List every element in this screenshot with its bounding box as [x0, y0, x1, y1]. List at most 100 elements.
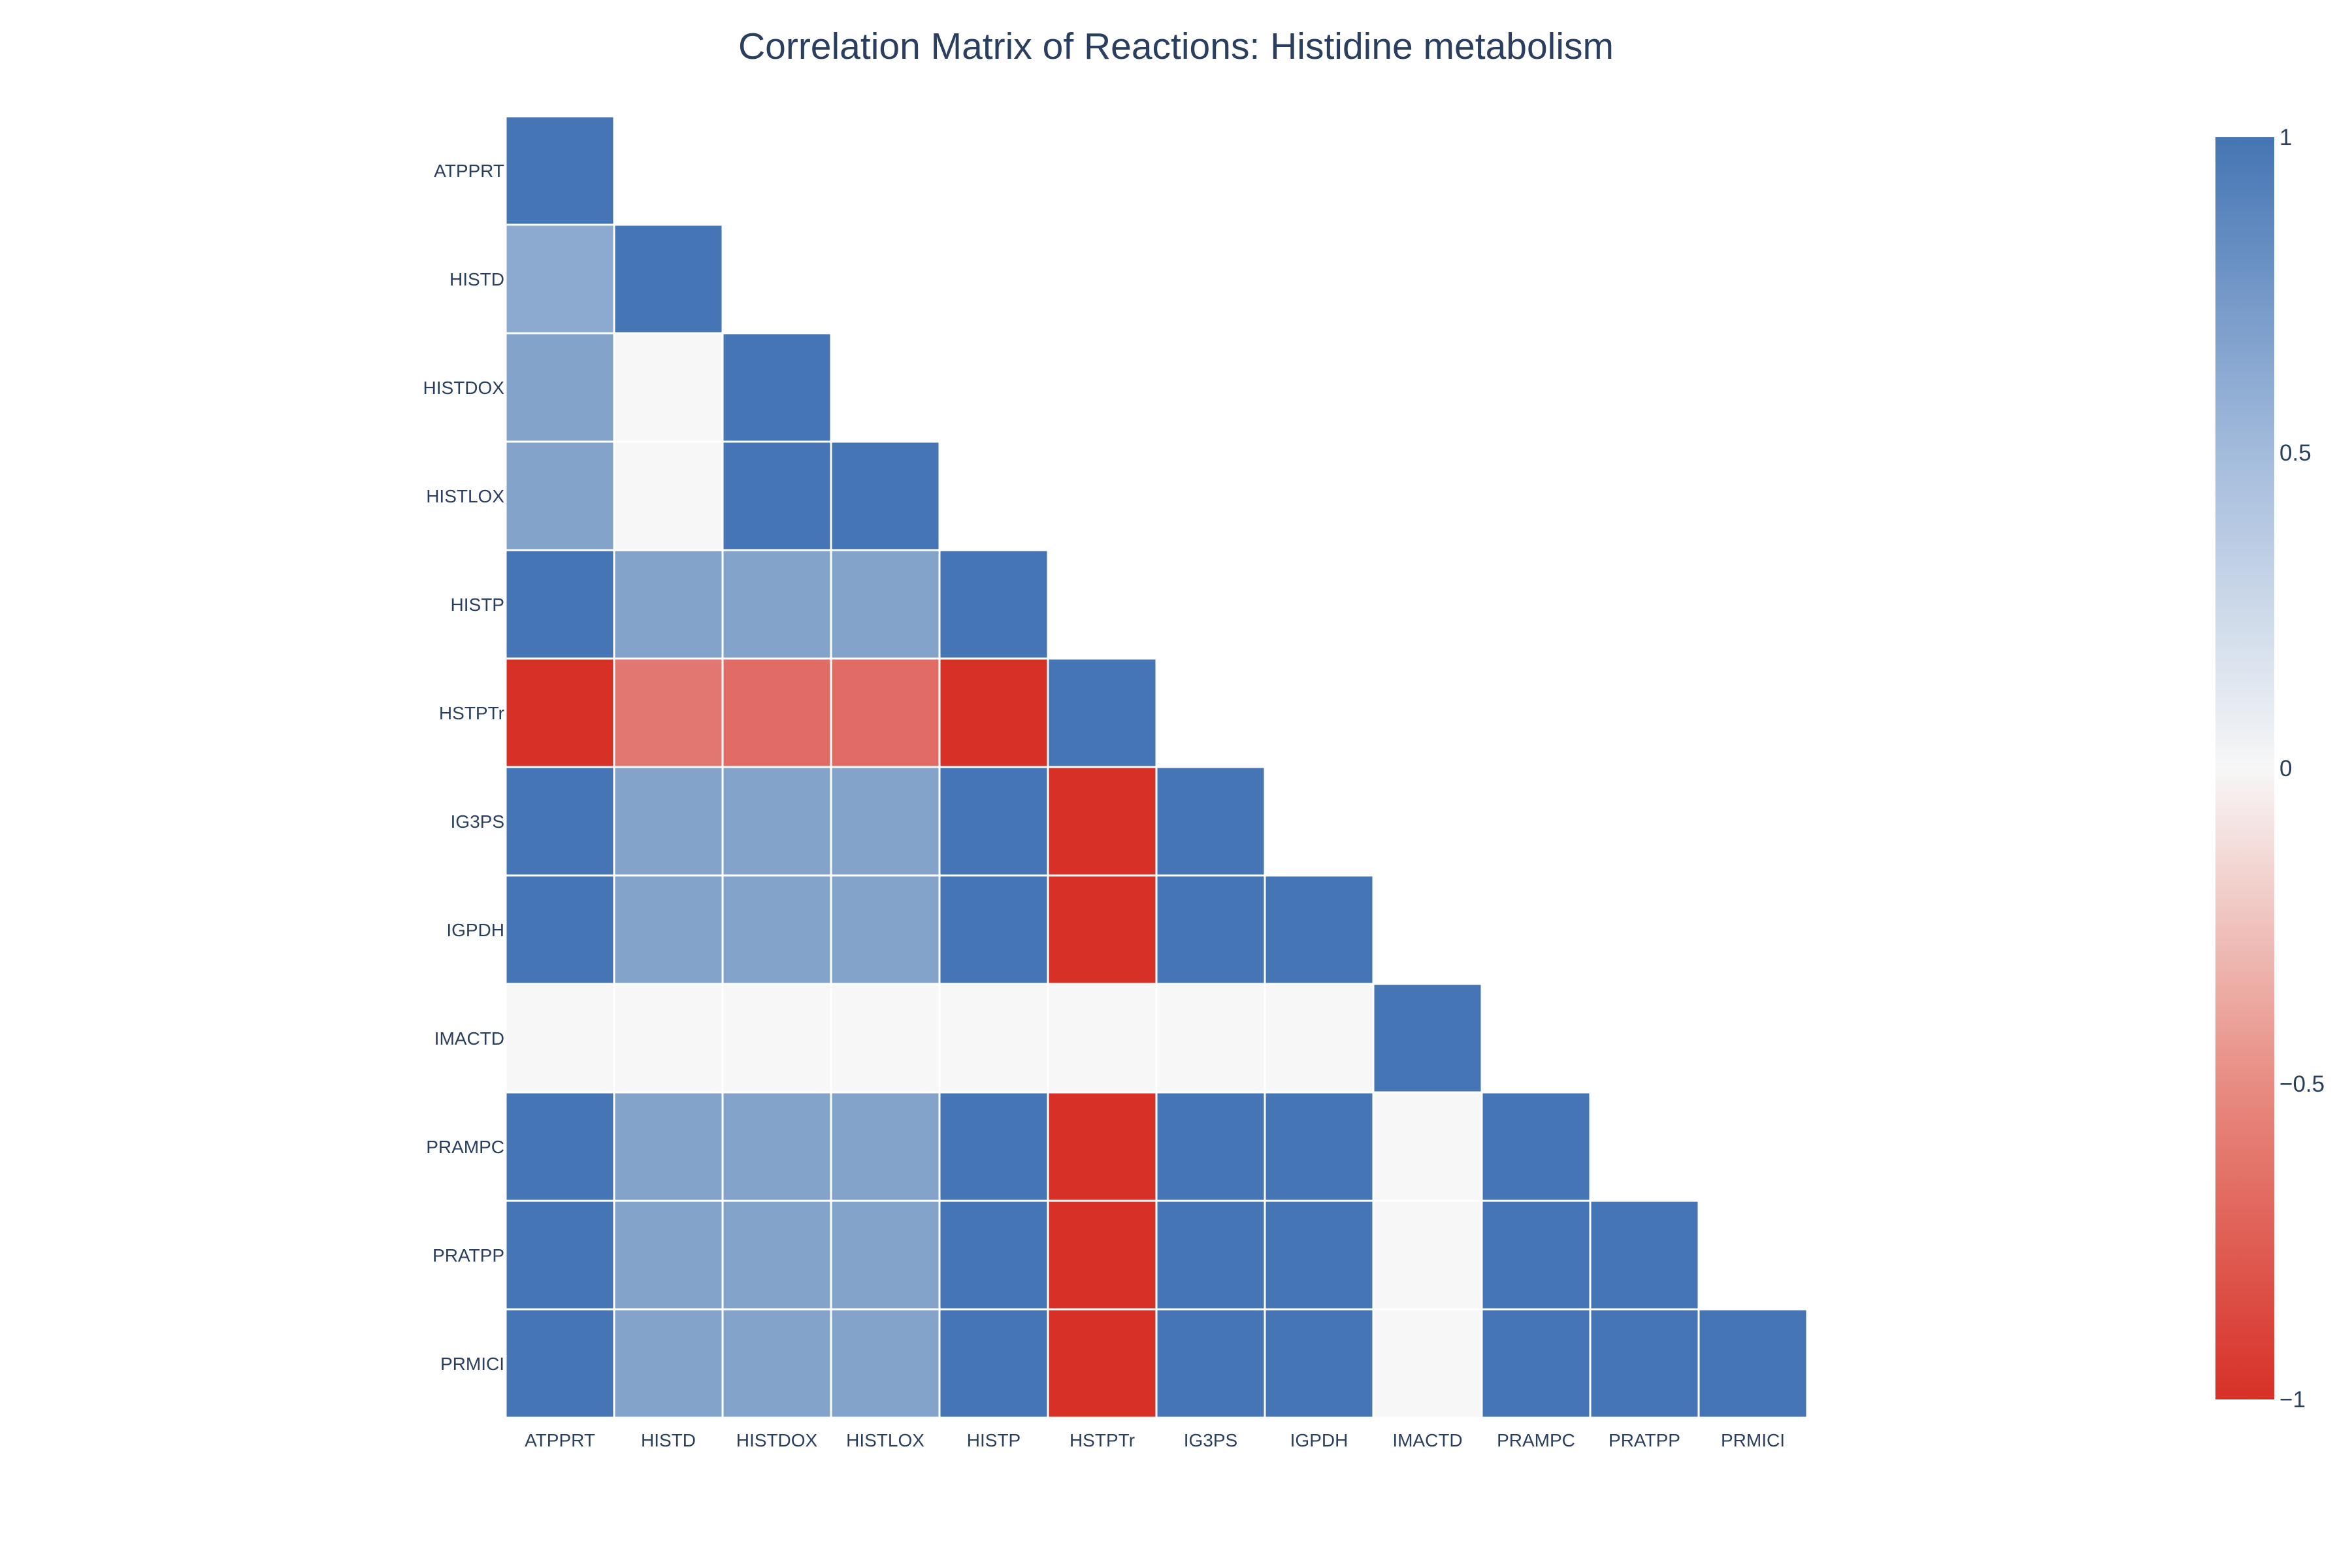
heatmap-cell-HISTP-ATPPRT: [504, 549, 615, 660]
colorbar-tick-label: −0.5: [2279, 1071, 2325, 1097]
heatmap-cell-HISTP-HISTD: [613, 549, 724, 660]
heatmap-cell-IGPDH-HISTDOX: [721, 874, 832, 985]
heatmap-cell-HISTD-ATPPRT: [504, 223, 615, 335]
heatmap-cell-PRAMPC-IGPDH: [1264, 1091, 1375, 1202]
y-tick-label: HISTDOX: [423, 378, 505, 398]
heatmap-cell-PRAMPC-IG3PS: [1155, 1091, 1266, 1202]
y-tick-label: PRAMPC: [426, 1137, 504, 1157]
y-tick-label: PRMICI: [440, 1354, 504, 1374]
x-tick-label: PRAMPC: [1497, 1430, 1575, 1450]
y-tick-label: HSTPTr: [439, 703, 504, 723]
y-tick-label: IGPDH: [446, 920, 504, 940]
heatmap-cell-PRAMPC-HISTDOX: [721, 1091, 832, 1202]
x-tick-label: PRATPP: [1609, 1430, 1680, 1450]
heatmap-cell-IMACTD-HISTDOX: [721, 983, 832, 1094]
y-tick-label: IG3PS: [451, 811, 504, 832]
x-tick-label: HISTLOX: [846, 1430, 924, 1450]
heatmap-cell-PRATPP-IMACTD: [1372, 1200, 1483, 1311]
y-tick-label: PRATPP: [433, 1245, 504, 1266]
y-tick-label: ATPPRT: [434, 161, 504, 181]
heatmap-cell-HSTPTr-HISTDOX: [721, 657, 832, 768]
heatmap-cell-IG3PS-HISTD: [613, 766, 724, 877]
heatmap-cell-PRMICI-HSTPTr: [1047, 1308, 1158, 1419]
heatmap-cell-IGPDH-HISTD: [613, 874, 724, 985]
heatmap-cell-HISTLOX-HISTLOX: [830, 440, 941, 551]
heatmap-cell-IMACTD-IMACTD: [1372, 983, 1483, 1094]
heatmap-cell-IGPDH-HSTPTr: [1047, 874, 1158, 985]
colorbar-tick-label: 0.5: [2279, 440, 2311, 466]
colorbar-tick-label: −1: [2279, 1387, 2306, 1413]
heatmap-cell-IMACTD-HSTPTr: [1047, 983, 1158, 1094]
heatmap-cell-PRMICI-HISTLOX: [830, 1308, 941, 1419]
heatmap-cell-HISTD-HISTD: [613, 223, 724, 335]
y-tick-label: HISTD: [449, 269, 504, 289]
heatmap-cell-PRATPP-ATPPRT: [504, 1200, 615, 1311]
heatmap-cell-IG3PS-HISTP: [938, 766, 1049, 877]
y-axis-ticks: ATPPRT HISTD HISTDOX HISTLOX HISTP HSTPTr IG3P…: [423, 161, 505, 1374]
heatmap-cell-PRMICI-ATPPRT: [504, 1308, 615, 1419]
heatmap-cell-PRATPP-HISTDOX: [721, 1200, 832, 1311]
heatmap-cell-IGPDH-HISTLOX: [830, 874, 941, 985]
heatmap-cell-PRATPP-HISTP: [938, 1200, 1049, 1311]
heatmap-cell-PRMICI-IMACTD: [1372, 1308, 1483, 1419]
heatmap-cell-IMACTD-IGPDH: [1264, 983, 1375, 1094]
heatmap-cell-HISTP-HISTP: [938, 549, 1049, 660]
colorbar: 1 0.5 0 −0.5 −1: [2215, 125, 2325, 1413]
heatmap-cell-IMACTD-HISTP: [938, 983, 1049, 1094]
x-tick-label: ATPPRT: [525, 1430, 595, 1450]
heatmap-cell-IG3PS-ATPPRT: [504, 766, 615, 877]
chart-title: Correlation Matrix of Reactions: Histidi…: [738, 25, 1614, 67]
heatmap-cell-PRMICI-IG3PS: [1155, 1308, 1266, 1419]
x-tick-label: IG3PS: [1184, 1430, 1237, 1450]
heatmap-cell-HSTPTr-HSTPTr: [1047, 657, 1158, 768]
heatmap-cell-IMACTD-HISTD: [613, 983, 724, 1094]
heatmap-cell-IG3PS-HISTDOX: [721, 766, 832, 877]
heatmap-cell-IMACTD-ATPPRT: [504, 983, 615, 1094]
x-tick-label: HISTP: [967, 1430, 1021, 1450]
heatmap-cell-PRAMPC-IMACTD: [1372, 1091, 1483, 1202]
heatmap-cell-PRMICI-HISTDOX: [721, 1308, 832, 1419]
heatmap-cell-HSTPTr-HISTP: [938, 657, 1049, 768]
heatmap-cell-HISTLOX-HISTDOX: [721, 440, 832, 551]
heatmap-cell-PRATPP-IG3PS: [1155, 1200, 1266, 1311]
x-tick-label: HISTD: [641, 1430, 696, 1450]
heatmap-cell-PRAMPC-HISTD: [613, 1091, 724, 1202]
y-tick-label: HISTP: [451, 595, 504, 615]
heatmap-cell-HISTDOX-HISTDOX: [721, 332, 832, 443]
heatmap-cell-IG3PS-HISTLOX: [830, 766, 941, 877]
colorbar-tick-label: 0: [2279, 756, 2292, 781]
heatmap-cell-HISTLOX-HISTD: [613, 440, 724, 551]
heatmap-cell-PRATPP-PRAMPC: [1480, 1200, 1592, 1311]
heatmap-cell-IMACTD-IG3PS: [1155, 983, 1266, 1094]
heatmap-cells: [504, 115, 1808, 1419]
heatmap-cell-PRAMPC-HISTLOX: [830, 1091, 941, 1202]
heatmap-cell-PRAMPC-PRAMPC: [1480, 1091, 1592, 1202]
heatmap-cell-PRATPP-HSTPTr: [1047, 1200, 1158, 1311]
colorbar-gradient: [2215, 137, 2274, 1399]
heatmap-cell-PRMICI-IGPDH: [1264, 1308, 1375, 1419]
heatmap-cell-HISTLOX-ATPPRT: [504, 440, 615, 551]
heatmap-cell-IG3PS-HSTPTr: [1047, 766, 1158, 877]
heatmap-cell-HISTDOX-ATPPRT: [504, 332, 615, 443]
heatmap-cell-HSTPTr-ATPPRT: [504, 657, 615, 768]
x-tick-label: PRMICI: [1721, 1430, 1785, 1450]
heatmap-cell-IMACTD-HISTLOX: [830, 983, 941, 1094]
heatmap-cell-PRATPP-IGPDH: [1264, 1200, 1375, 1311]
heatmap-cell-HISTP-HISTDOX: [721, 549, 832, 660]
heatmap-cell-PRATPP-HISTLOX: [830, 1200, 941, 1311]
heatmap-cell-PRMICI-HISTD: [613, 1308, 724, 1419]
heatmap-cell-HSTPTr-HISTLOX: [830, 657, 941, 768]
heatmap-cell-PRAMPC-HSTPTr: [1047, 1091, 1158, 1202]
heatmap-cell-HISTP-HISTLOX: [830, 549, 941, 660]
heatmap-cell-ATPPRT-ATPPRT: [504, 115, 615, 226]
x-axis-ticks: ATPPRT HISTD HISTDOX HISTLOX HISTP HSTPTr IG3P…: [525, 1430, 1785, 1450]
heatmap-cell-PRAMPC-ATPPRT: [504, 1091, 615, 1202]
heatmap-cell-IGPDH-IG3PS: [1155, 874, 1266, 985]
heatmap-cell-PRMICI-HISTP: [938, 1308, 1049, 1419]
y-tick-label: HISTLOX: [426, 486, 504, 506]
heatmap-cell-HISTDOX-HISTD: [613, 332, 724, 443]
heatmap-cell-PRAMPC-HISTP: [938, 1091, 1049, 1202]
colorbar-tick-label: 1: [2279, 125, 2292, 150]
heatmap-cell-PRMICI-PRAMPC: [1480, 1308, 1592, 1419]
